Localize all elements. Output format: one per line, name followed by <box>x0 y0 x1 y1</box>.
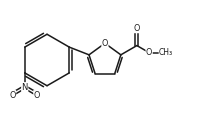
Text: CH₃: CH₃ <box>159 48 173 57</box>
Text: N: N <box>22 83 28 92</box>
Text: O: O <box>9 90 16 99</box>
Text: O: O <box>134 24 140 33</box>
Text: O: O <box>102 39 108 48</box>
Text: O: O <box>34 90 40 99</box>
Text: O: O <box>146 48 152 57</box>
